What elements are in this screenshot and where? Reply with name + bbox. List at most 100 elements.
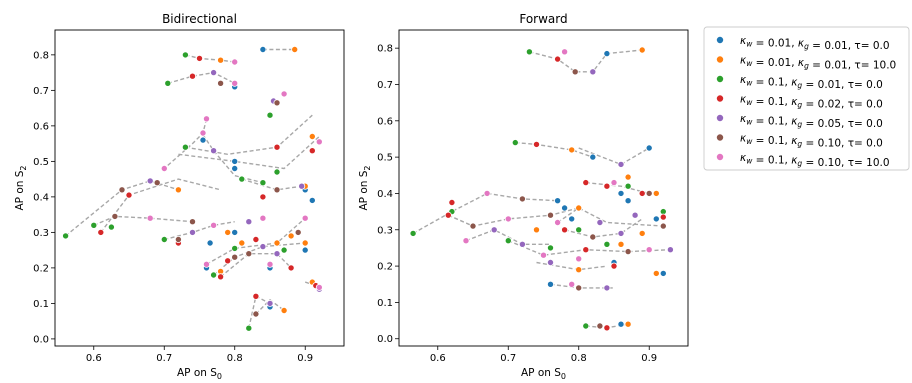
y-tick-label: 0.1 bbox=[33, 299, 49, 310]
data-point bbox=[308, 132, 316, 140]
data-point bbox=[568, 215, 576, 223]
connector-line bbox=[178, 135, 320, 170]
data-point bbox=[107, 223, 115, 231]
connector-line bbox=[508, 240, 671, 256]
data-point bbox=[280, 306, 288, 314]
data-point bbox=[174, 186, 182, 194]
plot-bidirectional: Bidirectional 0.6 0.7 0.8 0.9 0.0 0.1 0.2 0.3 0.4… bbox=[14, 12, 345, 381]
data-point bbox=[259, 179, 267, 187]
data-point bbox=[518, 240, 526, 248]
data-point bbox=[575, 284, 583, 292]
y-axis-label: AP on S2 bbox=[14, 165, 28, 210]
legend-marker bbox=[716, 55, 725, 64]
data-point bbox=[294, 228, 302, 236]
data-point bbox=[280, 90, 288, 98]
data-point bbox=[252, 292, 260, 300]
y-tick-label: 0.4 bbox=[33, 192, 49, 203]
data-point bbox=[596, 322, 604, 330]
x-tick-label: 0.7 bbox=[156, 353, 172, 364]
connector-line bbox=[255, 298, 285, 315]
data-point bbox=[462, 237, 470, 245]
data-point bbox=[111, 212, 119, 220]
connector-line bbox=[536, 261, 607, 271]
data-point bbox=[575, 266, 583, 274]
data-point bbox=[617, 320, 625, 328]
data-point bbox=[252, 310, 260, 318]
data-point bbox=[631, 211, 639, 219]
data-point bbox=[188, 218, 196, 226]
y-tick-label: 0.2 bbox=[33, 263, 49, 274]
data-point bbox=[287, 264, 295, 272]
y-tick-label: 0.0 bbox=[33, 334, 49, 345]
data-point bbox=[603, 240, 611, 248]
connector-line bbox=[65, 180, 179, 237]
data-point bbox=[547, 280, 555, 288]
x-axis-label: AP on S0 bbox=[177, 367, 222, 379]
connector-line bbox=[93, 215, 193, 226]
data-point bbox=[575, 204, 583, 212]
data-point bbox=[582, 322, 590, 330]
data-point bbox=[224, 228, 232, 236]
data-point bbox=[610, 262, 618, 270]
data-point bbox=[90, 221, 98, 229]
data-point bbox=[568, 146, 576, 154]
data-point bbox=[97, 228, 105, 236]
legend-marker bbox=[716, 114, 725, 123]
legend-box bbox=[703, 26, 910, 171]
data-point bbox=[571, 68, 579, 76]
connector-line bbox=[100, 178, 221, 233]
data-point bbox=[617, 229, 625, 237]
legend-marker bbox=[716, 94, 725, 103]
data-point bbox=[266, 111, 274, 119]
data-point bbox=[231, 79, 239, 87]
data-point bbox=[561, 226, 569, 234]
data-point bbox=[659, 222, 667, 230]
data-point bbox=[638, 189, 646, 197]
y-tick-label: 0.8 bbox=[33, 50, 49, 61]
data-point bbox=[195, 54, 203, 62]
x-tick-label: 0.7 bbox=[500, 353, 516, 364]
data-point bbox=[610, 179, 618, 187]
x-tick-label: 0.6 bbox=[430, 353, 446, 364]
data-point bbox=[259, 193, 267, 201]
data-point bbox=[231, 253, 239, 261]
data-point bbox=[596, 218, 604, 226]
data-point bbox=[125, 191, 133, 199]
data-point bbox=[448, 198, 456, 206]
data-point bbox=[659, 269, 667, 277]
legend-entry: κw = 0.1, κg = 0.05, τ= 0.0 bbox=[740, 113, 883, 130]
plot-forward: Forward 0.6 0.7 0.8 0.9 0.0 0.1 0.2 0.3 0.4 0.5 0.6… bbox=[358, 12, 689, 381]
data-point bbox=[652, 215, 660, 223]
data-point bbox=[533, 140, 541, 148]
data-point bbox=[231, 228, 239, 236]
data-point bbox=[280, 246, 288, 254]
connector-line bbox=[564, 218, 643, 238]
legend-entry: κw = 0.1, κg = 0.01, τ= 0.0 bbox=[740, 74, 883, 91]
data-point bbox=[617, 189, 625, 197]
connector-line bbox=[515, 141, 594, 158]
data-point bbox=[259, 243, 267, 251]
data-point bbox=[603, 182, 611, 190]
data-point bbox=[266, 299, 274, 307]
data-point bbox=[624, 197, 632, 205]
x-axis-label: AP on S0 bbox=[521, 367, 566, 379]
data-point bbox=[245, 324, 253, 332]
data-point bbox=[259, 46, 267, 54]
connector-line bbox=[241, 178, 302, 191]
data-point bbox=[188, 228, 196, 236]
data-point bbox=[533, 226, 541, 234]
data-point bbox=[575, 226, 583, 234]
data-point bbox=[231, 157, 239, 165]
data-point bbox=[202, 115, 210, 123]
data-point bbox=[273, 168, 281, 176]
data-point bbox=[547, 258, 555, 266]
y-tick-label: 0.5 bbox=[33, 157, 49, 168]
connector-line bbox=[578, 147, 650, 166]
x-tick-label: 0.8 bbox=[227, 353, 243, 364]
data-point bbox=[308, 196, 316, 204]
legend-marker bbox=[716, 133, 725, 142]
connector-line bbox=[167, 71, 236, 84]
data-point bbox=[210, 221, 218, 229]
data-point bbox=[603, 50, 611, 58]
